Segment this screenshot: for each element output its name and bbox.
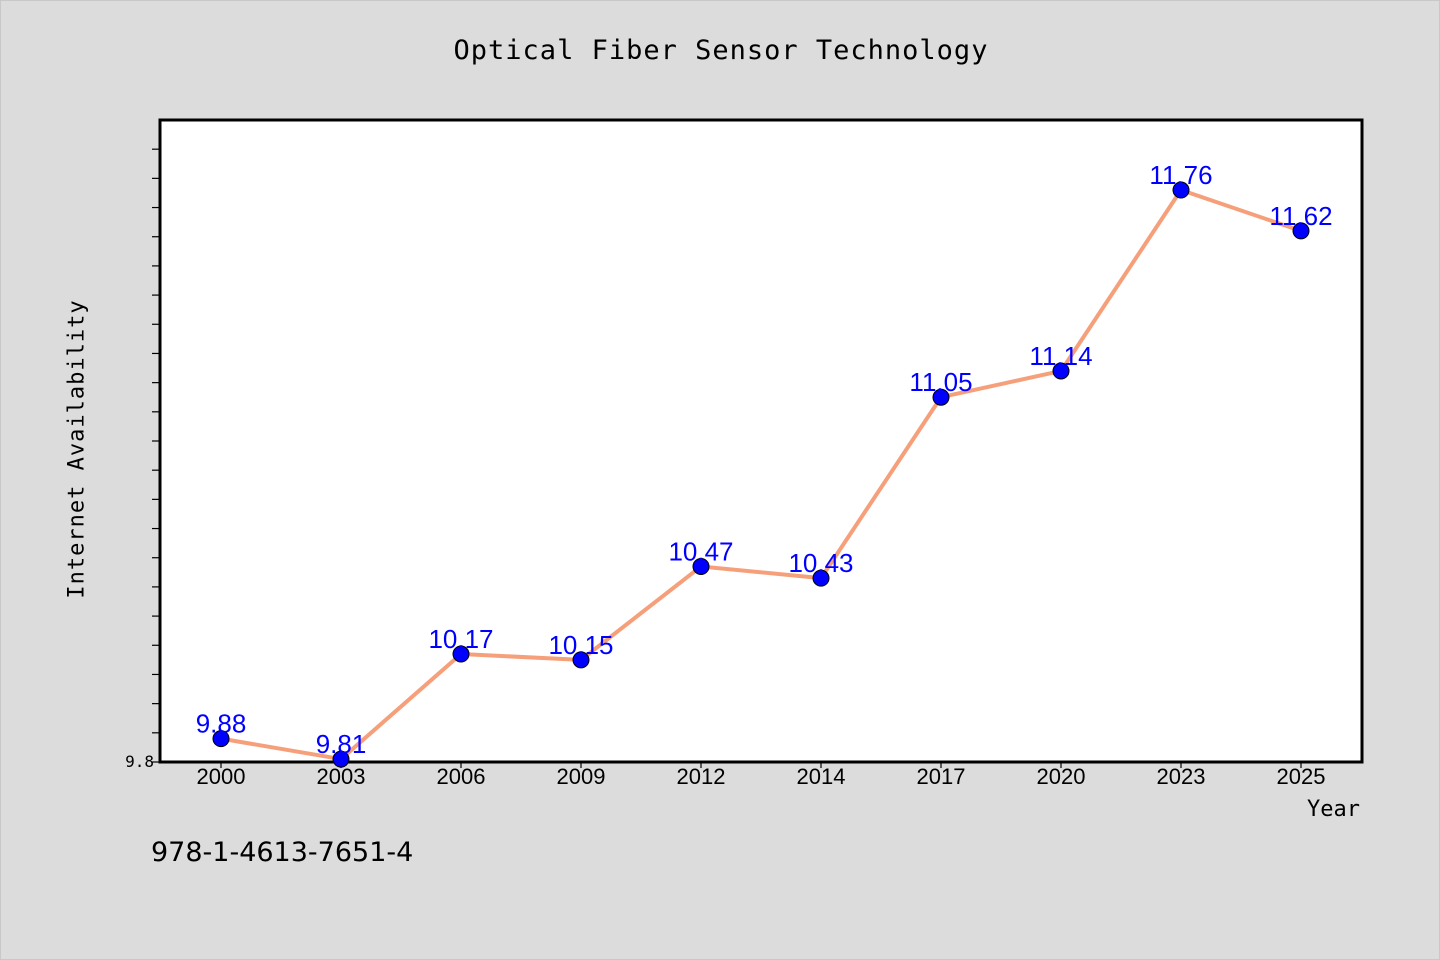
data-point: [932, 388, 950, 406]
data-point: [332, 750, 350, 768]
x-tick-label: 2000: [197, 764, 246, 789]
data-label: 11.62: [1269, 201, 1332, 231]
chart-title: Optical Fiber Sensor Technology: [453, 35, 989, 66]
x-axis-ticks: 2000 2003 2006 2009 2012 2014 2017 2020 2023 2025: [197, 762, 1326, 789]
footer-id: 978-1-4613-7651-4: [151, 837, 414, 868]
data-labels: 9.88 9.81 10.17 10.15 10.47 10.43 11.05 11.14 11…: [196, 160, 1333, 759]
data-point: [812, 569, 830, 587]
x-tick-label: 2017: [917, 764, 966, 789]
data-label: 11.14: [1029, 341, 1092, 371]
data-label: 11.05: [909, 367, 972, 397]
x-tick-label: 2023: [1157, 764, 1206, 789]
series-line: [219, 188, 1303, 762]
data-label: 9.81: [316, 729, 367, 759]
data-point: [692, 557, 710, 575]
data-label: 9.88: [196, 709, 247, 739]
data-label: 10.15: [548, 630, 613, 660]
data-point: [212, 730, 230, 748]
y-tick-label: 9.8: [125, 752, 154, 771]
x-tick-label: 2025: [1277, 764, 1326, 789]
data-point: [1292, 222, 1310, 240]
x-axis-label: Year: [1307, 797, 1360, 822]
data-markers: [212, 181, 1310, 768]
plot-area: [158, 118, 1364, 764]
data-point: [1052, 362, 1070, 380]
data-label: 10.17: [428, 624, 493, 654]
data-point: [572, 651, 590, 669]
x-tick-label: 2003: [317, 764, 366, 789]
data-point: [452, 645, 470, 663]
x-tick-label: 2012: [677, 764, 726, 789]
y-axis-ticks: 9.8: [125, 148, 160, 771]
data-label: 10.47: [668, 536, 733, 566]
x-tick-label: 2014: [797, 764, 846, 789]
x-tick-label: 2006: [437, 764, 486, 789]
x-tick-label: 2009: [557, 764, 606, 789]
x-tick-label: 2020: [1037, 764, 1086, 789]
data-point: [1172, 181, 1190, 199]
data-label: 11.76: [1149, 160, 1212, 190]
data-label: 10.43: [788, 548, 853, 578]
series-lines: [219, 188, 1303, 762]
